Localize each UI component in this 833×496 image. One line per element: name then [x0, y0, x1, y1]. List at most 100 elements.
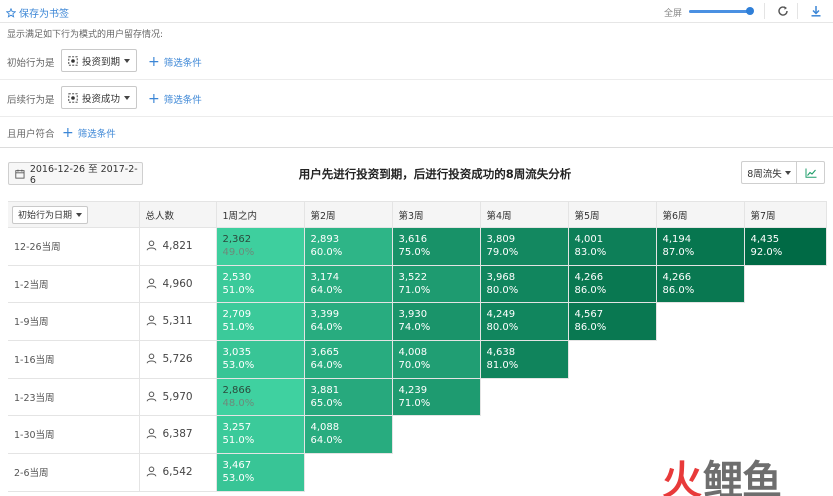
chevron-down-icon: [76, 212, 83, 217]
zoom-slider-handle[interactable]: [745, 7, 754, 15]
retention-percent: 80.0%: [486, 322, 519, 334]
retention-cell[interactable]: 4,088 64.0%: [304, 415, 393, 455]
week-column-header: 第3周: [392, 201, 481, 228]
retention-count: 2,893: [310, 234, 340, 245]
followup-filter-label: 筛选条件: [163, 95, 202, 106]
retention-percent: 83.0%: [574, 247, 607, 258]
total-users-value: 6,542: [162, 466, 193, 479]
retention-cell[interactable]: 4,001 83.0%: [568, 227, 657, 266]
watermark-logo-left: 火: [662, 458, 702, 496]
retention-count: 3,881: [310, 384, 340, 396]
user-filter-button[interactable]: + 筛选条件: [62, 126, 116, 140]
zoom-slider-fill: [689, 10, 750, 13]
retention-cell[interactable]: 4,239 71.0%: [392, 378, 481, 417]
week-column-header: 第7周: [744, 201, 827, 228]
chevron-down-icon: [124, 58, 131, 63]
retention-percent: 70.0%: [398, 360, 431, 372]
retention-cell[interactable]: 4,567 86.0%: [568, 302, 657, 342]
retention-cell[interactable]: 4,266 86.0%: [568, 265, 657, 304]
retention-count: 4,638: [486, 347, 516, 359]
retention-cell[interactable]: 2,709 51.0%: [216, 302, 305, 342]
chart-view-button[interactable]: [796, 161, 825, 184]
retention-cell[interactable]: 3,035 53.0%: [216, 340, 305, 379]
retention-cell[interactable]: 4,008 70.0%: [392, 340, 481, 379]
empty-cell: [304, 453, 392, 492]
followup-event-select[interactable]: 投资成功: [61, 86, 138, 109]
retention-cell[interactable]: 3,968 80.0%: [480, 265, 569, 304]
retention-cell[interactable]: 3,665 64.0%: [304, 340, 393, 379]
retention-cell[interactable]: 3,399 64.0%: [304, 302, 393, 342]
download-button[interactable]: [808, 3, 824, 19]
retention-count: 3,930: [398, 309, 428, 321]
total-users-cell: 4,821: [139, 227, 217, 266]
retention-cell[interactable]: 2,893 60.0%: [304, 227, 393, 266]
cohort-cell: 2-6当周: [8, 453, 140, 492]
retention-percent: 75.0%: [398, 247, 431, 258]
retention-cell[interactable]: 3,174 64.0%: [304, 265, 393, 304]
total-users-value: 5,726: [162, 353, 193, 366]
cohort-cell: 1-9当周: [8, 302, 140, 342]
retention-count: 3,257: [222, 422, 252, 434]
empty-cell: [568, 378, 656, 416]
retention-percent: 92.0%: [750, 247, 783, 258]
empty-cell: [656, 415, 744, 454]
total-users-cell: 6,387: [139, 415, 217, 455]
retention-cell[interactable]: 3,881 65.0%: [304, 378, 393, 417]
retention-cell[interactable]: 4,435 92.0%: [744, 227, 827, 266]
retention-percent: 86.0%: [662, 284, 695, 296]
zoom-slider[interactable]: [689, 7, 754, 15]
retention-cell[interactable]: 3,467 53.0%: [216, 453, 305, 492]
retention-cell[interactable]: 2,362 49.0%: [216, 227, 305, 266]
retention-percent: 64.0%: [310, 322, 343, 334]
date-range-picker[interactable]: 2016-12-26 至 2017-2-6: [8, 162, 143, 186]
retention-cell[interactable]: 3,522 71.0%: [392, 265, 481, 304]
retention-cell[interactable]: 3,257 51.0%: [216, 415, 305, 455]
retention-percent: 86.0%: [574, 284, 607, 296]
save-bookmark-label: 保存为书签: [19, 9, 69, 20]
followup-filter-button[interactable]: + 筛选条件: [148, 92, 202, 106]
period-select[interactable]: 8周流失: [741, 161, 796, 184]
retention-count: 3,665: [310, 347, 340, 359]
plus-icon: +: [148, 54, 160, 70]
event-icon: [68, 92, 78, 103]
week-column-header: 第6周: [656, 201, 745, 228]
retention-count: 4,001: [574, 234, 604, 245]
analysis-title: 用户先进行投资到期，后进行投资成功的8周流失分析: [298, 167, 572, 181]
table-header-row: 初始行为日期 总人数 1周之内 第2周 第3周 第4周 第5周 第6周 第7周: [8, 201, 827, 228]
retention-percent: 53.0%: [222, 360, 255, 372]
watermark-logo-right: 鲤鱼: [703, 458, 782, 496]
initial-filter-button[interactable]: + 筛选条件: [148, 55, 202, 69]
retention-count: 3,035: [222, 347, 252, 359]
retention-percent: 80.0%: [486, 284, 519, 296]
week-column-header: 第5周: [568, 201, 657, 228]
retention-cell[interactable]: 3,930 74.0%: [392, 302, 481, 342]
retention-percent: 48.0%: [222, 397, 255, 409]
retention-count: 2,530: [222, 271, 252, 283]
retention-cell[interactable]: 4,249 80.0%: [480, 302, 569, 342]
cohort-date-select[interactable]: 初始行为日期: [12, 205, 89, 224]
retention-cell[interactable]: 3,809 79.0%: [480, 227, 569, 266]
retention-cell[interactable]: 4,266 86.0%: [656, 265, 745, 304]
total-users-value: 4,960: [162, 277, 193, 290]
empty-cell: [568, 340, 656, 379]
retention-cell[interactable]: 2,530 51.0%: [216, 265, 305, 304]
retention-percent: 64.0%: [310, 435, 343, 447]
retention-cell[interactable]: 3,616 75.0%: [392, 227, 481, 266]
retention-cell[interactable]: 2,866 48.0%: [216, 378, 305, 417]
user-icon: [146, 278, 156, 289]
retention-count: 4,435: [750, 234, 780, 245]
retention-count: 4,239: [398, 384, 428, 396]
retention-cell[interactable]: 4,194 87.0%: [656, 227, 745, 266]
empty-cell: [480, 415, 568, 454]
empty-cell: [744, 340, 826, 379]
total-users-value: 5,970: [162, 390, 193, 403]
empty-cell: [392, 415, 480, 454]
section-divider: [0, 147, 833, 148]
save-bookmark-button[interactable]: 保存为书签: [6, 5, 69, 20]
retention-percent: 60.0%: [310, 247, 343, 258]
refresh-button[interactable]: [775, 3, 791, 19]
retention-cell[interactable]: 4,638 81.0%: [480, 340, 569, 379]
retention-percent: 53.0%: [222, 473, 255, 485]
refresh-icon: [778, 6, 788, 16]
initial-event-select[interactable]: 投资到期: [61, 49, 138, 72]
